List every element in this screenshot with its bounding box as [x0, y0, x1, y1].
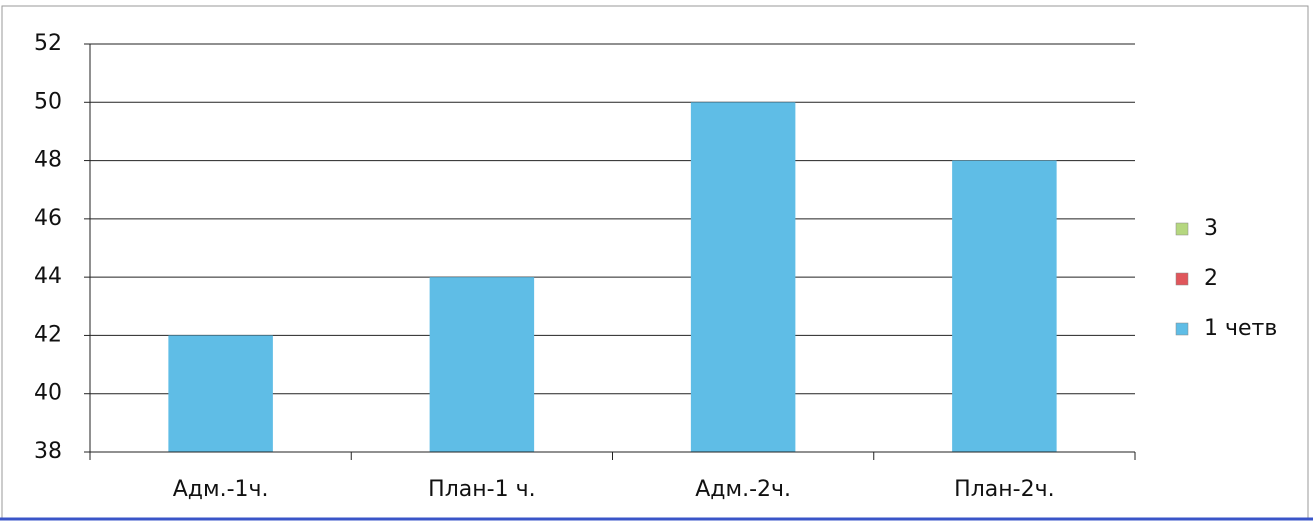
y-tick-label: 44	[34, 264, 62, 289]
y-tick-label: 42	[34, 322, 62, 347]
legend-label: 1 четв	[1204, 316, 1277, 341]
legend-swatch	[1175, 222, 1189, 236]
legend-label: 2	[1204, 266, 1218, 291]
bar	[690, 102, 796, 453]
y-tick-label: 38	[34, 439, 62, 464]
y-tick-label: 50	[34, 89, 62, 114]
bar	[429, 277, 535, 452]
y-tick-label: 48	[34, 148, 62, 173]
legend-swatch	[1175, 272, 1189, 286]
legend-swatch	[1175, 322, 1189, 336]
x-tick-label: Адм.-2ч.	[695, 477, 791, 502]
bar	[952, 160, 1057, 453]
y-tick-label: 40	[34, 381, 62, 406]
y-tick-label: 46	[34, 206, 62, 231]
legend-label: 3	[1204, 216, 1218, 241]
bar	[168, 335, 273, 452]
x-tick-label: План-1 ч.	[428, 477, 535, 502]
y-tick-label: 52	[34, 31, 62, 56]
x-tick-label: Адм.-1ч.	[173, 477, 269, 502]
x-tick-label: План-2ч.	[954, 477, 1054, 502]
